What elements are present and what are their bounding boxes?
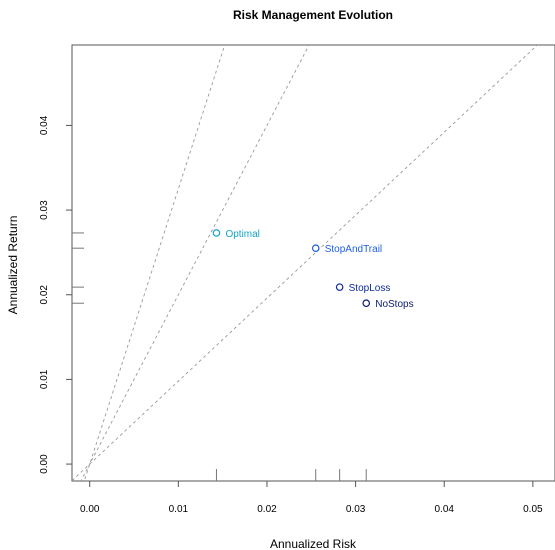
reference-line	[80, 45, 310, 481]
y-tick-label: 0.02	[39, 285, 50, 305]
data-point	[212, 229, 221, 237]
data-point-label: StopLoss	[349, 283, 391, 294]
x-axis-title: Annualized Risk	[270, 537, 357, 550]
data-point-label: NoStops	[375, 299, 413, 310]
x-tick-label: 0.05	[523, 504, 543, 515]
y-tick-label: 0.03	[39, 200, 50, 220]
y-tick-label: 0.01	[39, 369, 50, 389]
x-tick-label: 0.03	[346, 504, 366, 515]
x-tick-label: 0.02	[257, 504, 277, 515]
data-point	[311, 244, 320, 252]
plot-layer: 0.00 0.01 0.02 0.03 0.04 0.05 0.00 0.01 0.02 0.03…	[39, 44, 555, 515]
x-tick-label: 0.00	[80, 504, 100, 515]
y-axis-title: Annualized Return	[6, 216, 20, 315]
x-tick-label: 0.04	[434, 504, 454, 515]
data-point-label: StopAndTrail	[325, 244, 382, 255]
data-point-label: Optimal	[225, 229, 259, 240]
data-point	[335, 283, 344, 291]
reference-line	[83, 45, 226, 481]
y-tick-label: 0.00	[39, 454, 50, 474]
reference-line	[72, 45, 539, 481]
chart-title: Risk Management Evolution	[233, 8, 393, 22]
data-point	[362, 299, 371, 308]
y-tick-label: 0.04	[39, 115, 50, 135]
reference-lines	[72, 45, 539, 481]
x-tick-label: 0.01	[169, 504, 189, 515]
plot-frame	[71, 44, 555, 482]
